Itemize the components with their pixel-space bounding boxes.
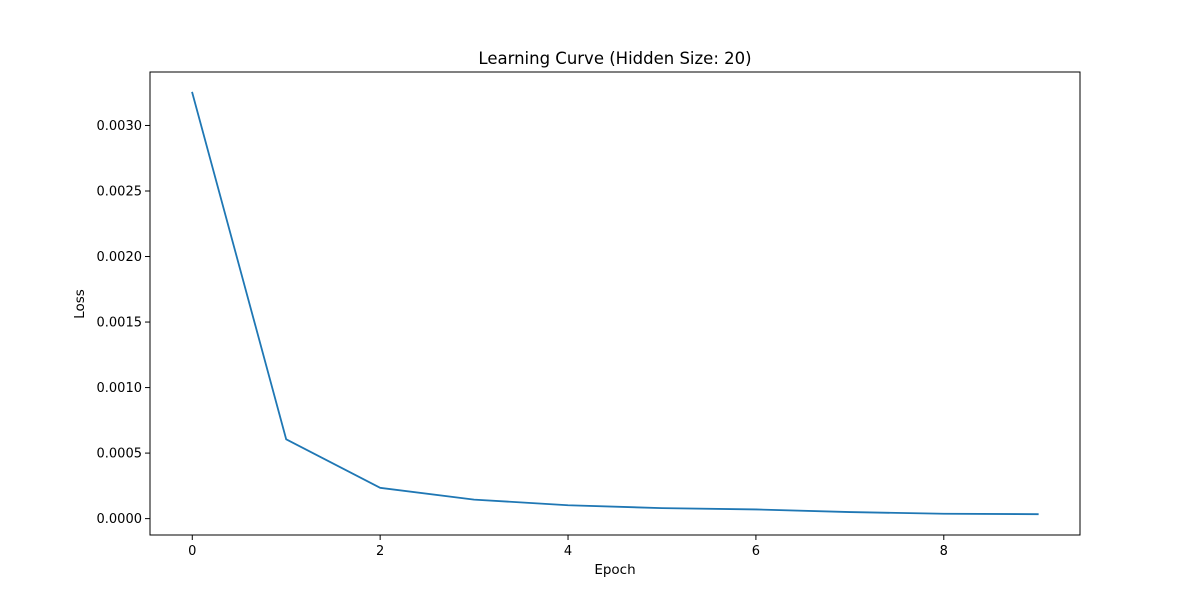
y-tick-label: 0.0030 [97, 119, 143, 134]
y-axis-label: Loss [72, 289, 88, 319]
x-tick-label: 2 [376, 544, 384, 559]
y-tick-label: 0.0015 [97, 316, 143, 331]
plot-area-frame [149, 71, 1081, 536]
chart-title: Learning Curve (Hidden Size: 20) [478, 49, 751, 68]
x-tick-label: 8 [940, 544, 948, 559]
x-tick-label: 6 [752, 544, 760, 559]
y-tick-label: 0.0000 [97, 512, 143, 527]
y-axis-ticks: 0.0000 0.0005 0.0010 0.0015 0.0020 0.0025 0.00… [97, 119, 150, 527]
x-tick-label: 4 [564, 544, 572, 559]
series-layer [191, 91, 1039, 516]
series-line [191, 91, 1039, 516]
y-tick-label: 0.0005 [97, 447, 143, 462]
y-tick-label: 0.0010 [97, 381, 143, 396]
x-axis-label: Epoch [594, 562, 635, 578]
x-axis-ticks: 0 2 4 6 8 [188, 535, 948, 559]
y-tick-label: 0.0025 [97, 184, 143, 199]
y-tick-label: 0.0020 [97, 250, 143, 265]
x-tick-label: 0 [188, 544, 196, 559]
